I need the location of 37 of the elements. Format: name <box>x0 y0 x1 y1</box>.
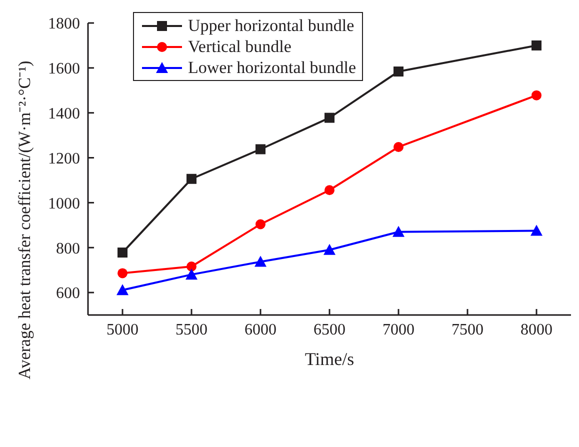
point <box>324 185 334 196</box>
y-tick-label: 1000 <box>48 195 80 212</box>
point <box>530 224 542 236</box>
point <box>254 256 266 267</box>
point <box>532 90 542 100</box>
legend-label: Lower horizontal bundle <box>188 57 356 78</box>
y-tick-label: 1200 <box>48 150 80 168</box>
point <box>186 261 196 272</box>
point <box>394 142 404 152</box>
point <box>186 174 196 184</box>
y-tick-label: 1400 <box>48 106 80 123</box>
point <box>392 226 404 237</box>
point <box>116 284 128 296</box>
point <box>324 244 336 255</box>
x-axis-title: Time/s <box>304 349 354 369</box>
x-tick-label: 7500 <box>452 321 484 338</box>
x-tick-label: 6000 <box>244 321 276 338</box>
point <box>324 112 334 123</box>
x-tick-label: 6500 <box>314 321 346 338</box>
y-axis-title: Average heat transfer coefficient/(W·m⁻²·°C⁻¹) <box>14 60 34 380</box>
legend-label: Upper horizontal bundle <box>188 15 354 36</box>
y-tick-label: 1600 <box>48 60 80 78</box>
x-tick-label: 5500 <box>176 321 208 338</box>
point <box>532 40 542 50</box>
x-tick-label: 7000 <box>382 321 414 338</box>
point <box>256 219 266 230</box>
y-tick-label: 600 <box>56 285 80 302</box>
x-tick-label: 5000 <box>106 321 138 338</box>
point <box>256 144 266 154</box>
point <box>118 248 128 258</box>
point <box>186 268 198 280</box>
legend-label: Vertical bundle <box>188 36 292 57</box>
point <box>118 268 128 278</box>
y-tick-label: 800 <box>56 240 80 258</box>
x-tick-label: 8000 <box>520 321 552 338</box>
point <box>394 66 404 77</box>
y-tick-label: 1800 <box>48 16 80 33</box>
